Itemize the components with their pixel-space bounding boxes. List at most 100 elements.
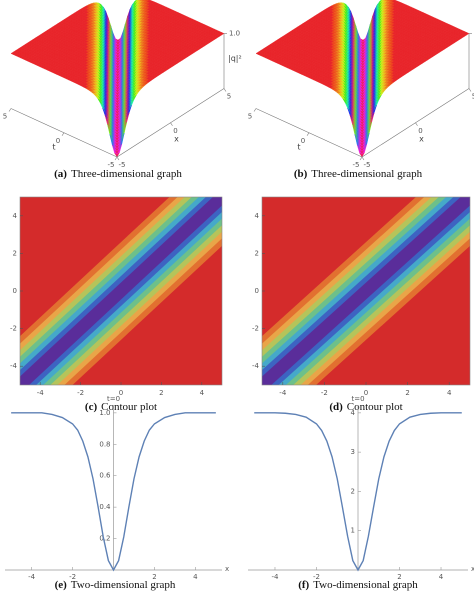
z-tick-label: 1.0 <box>229 30 240 38</box>
x-tick-label: 2 <box>405 389 409 397</box>
x-tick-label: 4 <box>193 573 198 581</box>
caption-text: Two-dimensional graph <box>313 579 418 591</box>
y-tick-label: 4 <box>351 409 356 417</box>
x-tick-label: -4 <box>271 573 279 581</box>
t-tick <box>306 132 310 136</box>
caption: (a) Three-dimensional graph <box>54 168 182 180</box>
caption: (b) Three-dimensional graph <box>294 168 423 180</box>
caption: (c) Contour plot <box>85 401 157 413</box>
panel-label: (c) <box>85 401 98 413</box>
x-axis-label: x <box>174 134 179 143</box>
y-tick-label: 4 <box>255 212 260 220</box>
y-tick-label: 2 <box>13 249 17 257</box>
contour-group <box>262 197 470 385</box>
y-tick-label: 0.4 <box>99 503 111 511</box>
x-axis-label: x <box>419 134 424 143</box>
x-tick-label: -4 <box>279 389 287 397</box>
x-tick-label: 0 <box>364 389 368 397</box>
y-tick-label: 3 <box>351 448 355 456</box>
t-tick-label: 5 <box>248 113 252 121</box>
t-tick-label: 0 <box>56 137 60 145</box>
x-tick-label: 2 <box>152 573 156 581</box>
y-tick-label: 0.6 <box>99 472 111 480</box>
surface-group <box>10 0 225 158</box>
x-tick-label: 5 <box>227 93 231 101</box>
x-tick <box>361 156 365 161</box>
y-tick-label: 0 <box>255 287 259 295</box>
y-tick-label: 2 <box>351 487 355 495</box>
y-tick-label: 0 <box>13 287 17 295</box>
caption-text: Three-dimensional graph <box>311 168 422 180</box>
surface-group <box>255 0 470 158</box>
x-tick-label: -5 <box>119 161 126 169</box>
t-tick-label: -5 <box>108 161 115 169</box>
x-tick-label: 4 <box>200 389 205 397</box>
x-tick-label: 4 <box>439 573 444 581</box>
x-tick-label: 2 <box>159 389 163 397</box>
curve <box>254 412 462 572</box>
x-axis-label: x <box>471 565 474 573</box>
t-tick <box>61 132 65 136</box>
y-tick-label: 1.0 <box>99 409 110 417</box>
y-tick-label: -2 <box>10 325 17 333</box>
t-tick <box>359 156 363 161</box>
x-axis-label: x <box>225 565 229 573</box>
x-tick-label: -4 <box>28 573 36 581</box>
x-tick-label: 2 <box>397 573 401 581</box>
curve <box>11 412 216 572</box>
y-tick-label: 1 <box>351 527 355 535</box>
t-tick-label: 0 <box>301 137 305 145</box>
surface-patch <box>359 152 365 158</box>
x-tick-label: -2 <box>321 389 328 397</box>
x-tick-label: 5 <box>472 93 474 101</box>
y-tick-label: 0.2 <box>99 535 110 543</box>
t-tick <box>253 108 257 112</box>
caption-text: Three-dimensional graph <box>71 168 182 180</box>
x-tick-label: 0 <box>173 127 177 135</box>
panel-label: (b) <box>294 168 308 180</box>
y-axis-label: t=0 <box>107 395 120 403</box>
t-tick-label: 5 <box>3 113 7 121</box>
x-tick-label: -5 <box>364 161 371 169</box>
x-tick-label: -2 <box>77 389 84 397</box>
contour-band <box>262 197 470 385</box>
x-tick-label: -4 <box>37 389 45 397</box>
x-tick <box>468 88 472 92</box>
panel-label: (e) <box>55 579 68 591</box>
x-tick <box>170 122 173 126</box>
x-tick <box>223 88 227 92</box>
contour-band <box>20 197 222 385</box>
caption: (e) Two-dimensional graph <box>55 579 176 591</box>
contour-group <box>20 197 222 385</box>
panel-label: (f) <box>298 579 309 591</box>
y-tick-label: -4 <box>252 362 260 370</box>
x-tick <box>116 156 120 161</box>
y-tick-label: 4 <box>13 212 18 220</box>
t-tick-label: -5 <box>353 161 360 169</box>
z-axis-label: |q|² <box>228 54 242 63</box>
caption-text: Contour plot <box>101 401 157 413</box>
t-tick <box>114 156 118 161</box>
panel-label: (d) <box>329 401 343 413</box>
x-tick-label: 0 <box>119 389 123 397</box>
panel-label: (a) <box>54 168 67 180</box>
x-tick-label: 0 <box>418 127 422 135</box>
caption: (d) Contour plot <box>329 401 402 413</box>
y-tick-label: -4 <box>10 362 18 370</box>
y-tick-label: 0.8 <box>99 440 110 448</box>
surface-patch <box>114 152 120 158</box>
x-tick-label: -2 <box>69 573 76 581</box>
caption: (f) Two-dimensional graph <box>298 579 418 591</box>
t-axis-label: t <box>297 142 300 151</box>
x-tick-label: 4 <box>447 389 452 397</box>
y-tick-label: 2 <box>255 249 259 257</box>
caption-text: Contour plot <box>347 401 403 413</box>
t-axis-label: t <box>52 142 55 151</box>
y-tick-label: -2 <box>252 325 259 333</box>
x-tick <box>415 122 418 126</box>
y-axis-label: t=0 <box>351 395 364 403</box>
caption-text: Two-dimensional graph <box>71 579 176 591</box>
t-tick <box>8 108 12 112</box>
x-tick-label: -2 <box>313 573 320 581</box>
